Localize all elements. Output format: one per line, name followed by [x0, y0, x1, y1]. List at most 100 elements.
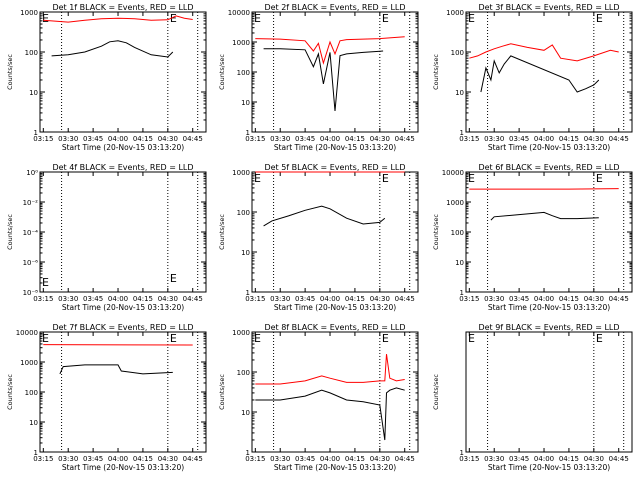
series-events-black — [51, 40, 174, 58]
y-tick-label: 10⁻⁶ — [23, 259, 39, 267]
x-tick-label: 03:15 — [245, 455, 265, 463]
y-tick-label: 1 — [246, 129, 250, 137]
panel-det-9f: Det 9f BLACK = Events, RED = LLD 03:15 03:… — [432, 323, 633, 472]
x-tick-label: 03:15 — [459, 455, 479, 463]
y-tick-label: 1 — [34, 129, 38, 137]
series-events-black — [480, 55, 600, 93]
x-tick-label: 04:30 — [584, 455, 604, 463]
y-tick-label: 10 — [241, 249, 250, 257]
y-tick-label: 1000 — [20, 359, 38, 367]
x-tick-label: 04:00 — [320, 455, 340, 463]
x-tick-label: 03:30 — [484, 295, 504, 303]
y-tick-label: 1000 — [232, 169, 250, 177]
x-tick-label: 03:45 — [509, 295, 529, 303]
event-marker-e: E — [382, 172, 389, 185]
plot-frame — [39, 331, 207, 453]
x-tick-label: 03:30 — [270, 455, 290, 463]
chart-title: Det 9f BLACK = Events, RED = LLD — [478, 323, 619, 332]
panel-det-2f: Det 2f BLACK = Events, RED = LLD 03:15 03:… — [218, 3, 419, 152]
x-axis-label: Start Time (20-Nov-15 03:13:20) — [488, 303, 610, 312]
y-tick-label: 10 — [29, 419, 38, 427]
y-tick-label: 10 — [29, 89, 38, 97]
event-marker-e: E — [382, 12, 389, 25]
x-axis-label: Start Time (20-Nov-15 03:13:20) — [488, 463, 610, 472]
y-tick-label: 100 — [237, 209, 250, 217]
x-tick-label: 04:15 — [559, 135, 579, 143]
x-tick-label: 03:45 — [83, 455, 103, 463]
y-tick-label: 100 — [25, 389, 38, 397]
x-tick-label: 04:00 — [320, 295, 340, 303]
y-tick-label: 10000 — [228, 9, 250, 17]
x-tick-label: 04:15 — [345, 135, 365, 143]
y-tick-label: 10⁻⁴ — [23, 229, 39, 237]
x-tick-label: 03:45 — [295, 455, 315, 463]
x-axis-label: Start Time (20-Nov-15 03:13:20) — [62, 143, 184, 152]
y-axis-label: Counts/sec — [432, 374, 440, 410]
x-tick-label: 03:30 — [270, 135, 290, 143]
chart-title: Det 7f BLACK = Events, RED = LLD — [52, 323, 193, 332]
y-tick-label: 100 — [451, 229, 464, 237]
plot-frame — [465, 11, 633, 133]
x-tick-label: 04:45 — [395, 455, 415, 463]
panel-det-7f: Det 7f BLACK = Events, RED = LLD 03:15 03:… — [6, 323, 207, 472]
panel-det-4f: Det 4f BLACK = Events, RED = LLD 03:15 03:… — [6, 163, 207, 312]
x-tick-label: 03:30 — [58, 135, 78, 143]
x-tick-label: 04:00 — [320, 135, 340, 143]
x-tick-label: 04:15 — [345, 455, 365, 463]
panel-det-1f: Det 1f BLACK = Events, RED = LLD 03:15 03:… — [6, 3, 207, 152]
y-tick-label: 1000 — [446, 199, 464, 207]
y-axis-label: Counts/sec — [432, 54, 440, 90]
series-events-black — [263, 48, 384, 112]
y-axis-label: Counts/sec — [218, 54, 226, 90]
x-tick-label: 03:30 — [58, 455, 78, 463]
y-tick-label: 100 — [25, 49, 38, 57]
y-tick-label: 1000 — [232, 39, 250, 47]
series-events-black — [490, 211, 599, 221]
series-lld-red — [255, 36, 405, 65]
event-marker-e: E — [596, 172, 603, 185]
x-tick-label: 04:15 — [559, 295, 579, 303]
event-marker-e: E — [596, 332, 603, 345]
x-tick-label: 04:00 — [534, 455, 554, 463]
x-tick-label: 04:15 — [133, 135, 153, 143]
x-tick-label: 03:30 — [270, 295, 290, 303]
x-tick-label: 04:15 — [559, 455, 579, 463]
x-tick-label: 04:30 — [158, 295, 178, 303]
y-axis-label: Counts/sec — [6, 54, 14, 90]
y-tick-label: 1000 — [232, 329, 250, 337]
y-axis-label: Counts/sec — [218, 374, 226, 410]
y-axis-label: Counts/sec — [6, 214, 14, 250]
y-tick-label: 10⁰ — [26, 169, 38, 177]
y-tick-label: 1000 — [20, 9, 38, 17]
x-tick-label: 04:45 — [183, 295, 203, 303]
chart-title: Det 4f BLACK = Events, RED = LLD — [52, 163, 193, 172]
chart-title: Det 8f BLACK = Events, RED = LLD — [264, 323, 405, 332]
x-tick-label: 04:45 — [395, 135, 415, 143]
x-tick-label: 04:45 — [609, 135, 629, 143]
event-marker-e: E — [254, 332, 261, 345]
x-tick-label: 04:00 — [108, 135, 128, 143]
x-tick-label: 04:15 — [133, 455, 153, 463]
y-tick-label: 1 — [246, 449, 250, 457]
x-tick-label: 03:45 — [83, 295, 103, 303]
event-marker-e: E — [468, 12, 475, 25]
x-tick-label: 03:45 — [509, 135, 529, 143]
y-tick-label: 1000 — [446, 9, 464, 17]
x-tick-label: 04:30 — [370, 455, 390, 463]
y-tick-label: 10 — [241, 99, 250, 107]
event-marker-e: E — [468, 332, 475, 345]
x-tick-label: 03:15 — [245, 135, 265, 143]
y-axis-label: Counts/sec — [6, 374, 14, 410]
x-tick-label: 04:30 — [584, 135, 604, 143]
x-tick-label: 03:15 — [459, 295, 479, 303]
x-tick-label: 04:45 — [183, 135, 203, 143]
x-tick-label: 03:45 — [509, 455, 529, 463]
y-tick-label: 10⁻² — [23, 199, 39, 207]
y-tick-label: 10⁻⁸ — [23, 289, 39, 297]
x-tick-label: 03:15 — [33, 135, 53, 143]
panel-det-6f: Det 6f BLACK = Events, RED = LLD 03:15 03:… — [432, 163, 633, 312]
series-events-black — [255, 387, 405, 441]
series-events-black — [263, 205, 386, 227]
event-marker-e: E — [42, 332, 49, 345]
y-tick-label: 100 — [451, 49, 464, 57]
